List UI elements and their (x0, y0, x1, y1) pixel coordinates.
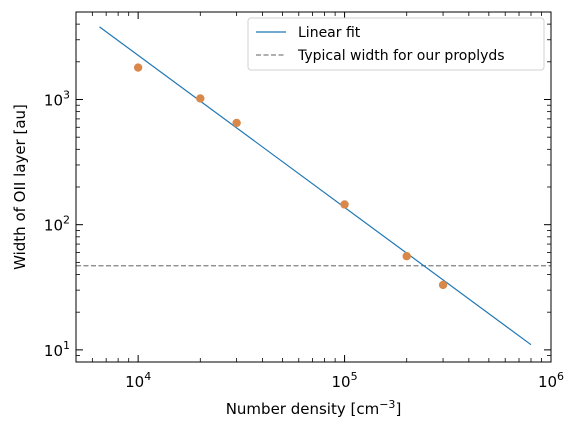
y-tick-label: 101 (44, 339, 70, 360)
x-tick-labels: 104 105 106 (125, 370, 564, 391)
legend: Linear fit Typical width for our proplyd… (247, 17, 545, 71)
data-point (402, 252, 411, 261)
legend-label-typical-width: Typical width for our proplyds (297, 48, 505, 64)
x-tick-label: 104 (125, 370, 151, 391)
x-tick-label: 105 (332, 370, 358, 391)
data-point (438, 280, 448, 290)
data-point (133, 63, 143, 72)
y-tick-label: 103 (44, 89, 70, 110)
data-point (340, 200, 349, 209)
data-points (133, 63, 448, 290)
minor-ticks (75, 11, 551, 363)
x-tick-label: 106 (538, 370, 564, 391)
linear-fit-line (99, 26, 532, 346)
plot-frame (75, 11, 552, 363)
y-axis-label: Width of OII layer [au] (11, 104, 29, 270)
x-axis-label: Number density [cm−3] (226, 398, 402, 418)
y-tick-labels: 101 102 103 (44, 89, 70, 360)
legend-box (247, 17, 545, 71)
legend-label-linear-fit: Linear fit (298, 25, 361, 41)
data-point (232, 118, 241, 128)
y-tick-label: 102 (44, 214, 70, 235)
data-point (196, 94, 205, 103)
